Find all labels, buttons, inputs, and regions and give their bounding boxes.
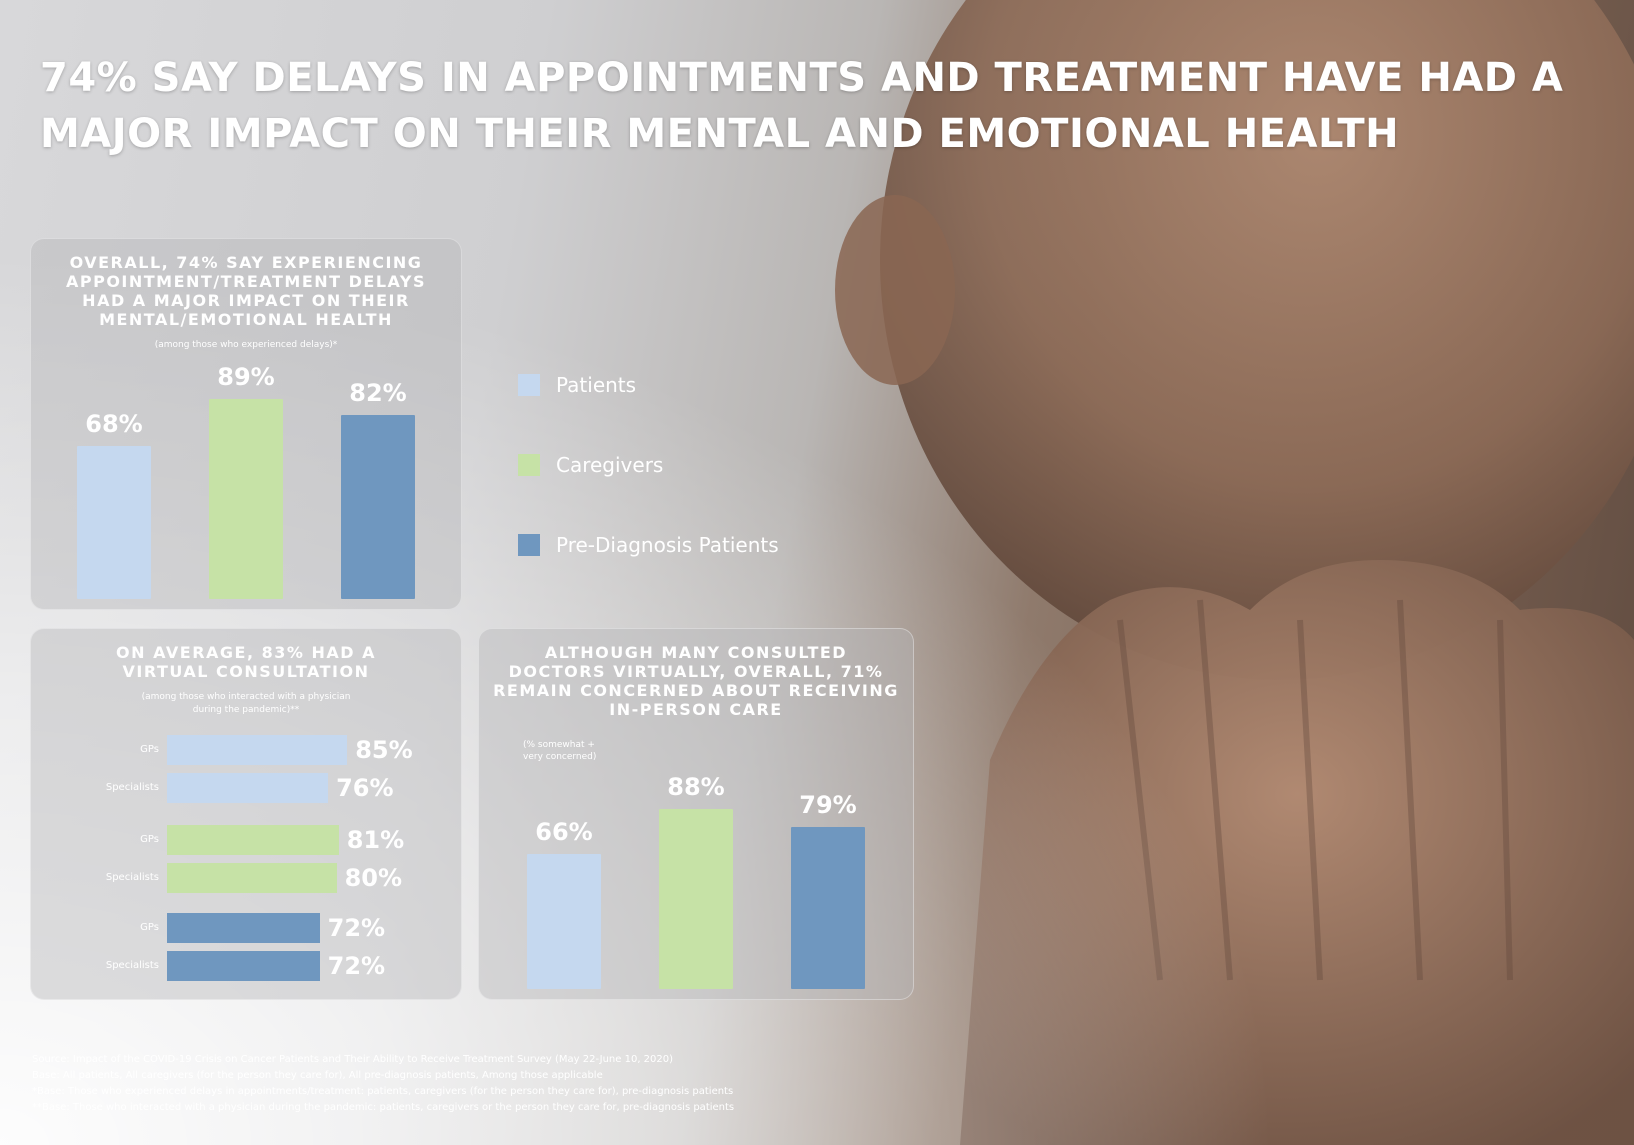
impact-bar-patients (77, 446, 151, 599)
virtual-panel-note-1: (among those who interacted with a physi… (141, 692, 351, 702)
concern-panel-title-4: IN-PERSON CARE (609, 700, 783, 719)
virtual-bar-area: GPs 85% Specialists 76% GPs 81% Specialists 80%… (31, 629, 463, 1001)
concern-bar-pre-diagnosis (791, 827, 865, 989)
virtual-panel: ON AVERAGE, 83% HAD A VIRTUAL CONSULTATI… (30, 628, 462, 1000)
concern-bar-label-pre-diagnosis: 79% (799, 791, 857, 820)
virtual-bar-label-patients-gps: 85% (355, 736, 413, 764)
legend-swatch-caregivers (518, 454, 540, 476)
impact-bar-label-pre-diagnosis: 82% (349, 378, 407, 407)
virtual-bar-pre-diagnosis-gps (167, 913, 320, 943)
ear-shape (835, 195, 955, 385)
legend-swatch-pre-diagnosis (518, 534, 540, 556)
concern-bar-label-patients: 66% (535, 817, 593, 846)
concern-panel-note-1: (% somewhat + (523, 740, 595, 750)
legend-swatch-patients (518, 374, 540, 396)
impact-bar-caregivers (209, 398, 283, 599)
concern-bar-patients (527, 853, 601, 989)
virtual-bar-label-pre-diagnosis-gps: 72% (327, 914, 386, 942)
impact-bar-area: 68% 89% 82% (31, 239, 463, 611)
legend-label-caregivers: Caregivers (556, 453, 664, 477)
concern-panel: ALTHOUGH MANY CONSULTED DOCTORS VIRTUALL… (478, 628, 914, 1000)
virtual-category-pre-diagnosis-gps: GPs (140, 922, 159, 933)
concern-bar-label-caregivers: 88% (667, 772, 725, 801)
footnote-base: Base: All patients, All caregivers (for … (32, 1070, 603, 1081)
legend-item-pre-diagnosis: Pre-Diagnosis Patients (518, 530, 779, 560)
virtual-panel-title-1: ON AVERAGE, 83% HAD A (116, 643, 376, 662)
concern-panel-title-2: DOCTORS VIRTUALLY, OVERALL, 71% (508, 662, 884, 681)
impact-panel-note: (among those who experienced delays)* (154, 340, 338, 350)
legend-label-pre-diagnosis: Pre-Diagnosis Patients (556, 533, 779, 557)
impact-panel-title-1: OVERALL, 74% SAY EXPERIENCING (69, 253, 423, 272)
virtual-bar-label-caregivers-gps: 81% (346, 826, 405, 854)
virtual-bar-label-caregivers-specialists: 80% (344, 864, 403, 892)
concern-panel-note-2: very concerned) (523, 752, 597, 762)
impact-bar-pre-diagnosis (341, 414, 415, 599)
virtual-bar-label-patients-specialists: 76% (336, 774, 394, 802)
footnotes: Source: Impact of the COVID-19 Crisis on… (32, 1052, 1132, 1116)
virtual-category-patients-gps: GPs (140, 744, 159, 755)
virtual-panel-note-2: during the pandemic)** (192, 705, 300, 715)
virtual-category-caregivers-gps: GPs (140, 834, 159, 845)
concern-panel-title-1: ALTHOUGH MANY CONSULTED (544, 643, 848, 662)
virtual-bar-caregivers-gps (167, 825, 339, 855)
impact-panel-title-2: APPOINTMENT/TREATMENT DELAYS (65, 272, 426, 291)
virtual-bar-pre-diagnosis-specialists (167, 951, 320, 981)
impact-panel-title-4: MENTAL/EMOTIONAL HEALTH (99, 310, 393, 329)
legend-label-patients: Patients (556, 373, 637, 397)
virtual-category-pre-diagnosis-specialists: Specialists (105, 960, 159, 971)
legend-item-patients: Patients (518, 370, 636, 400)
virtual-bar-caregivers-specialists (167, 863, 337, 893)
concern-panel-title-3: REMAIN CONCERNED ABOUT RECEIVING (493, 681, 899, 700)
virtual-bar-patients-gps (167, 735, 348, 765)
impact-bar-label-patients: 68% (85, 410, 143, 438)
virtual-bar-patients-specialists (167, 773, 329, 803)
virtual-category-patients-specialists: Specialists (105, 782, 159, 793)
virtual-bar-label-pre-diagnosis-specialists: 72% (327, 952, 386, 980)
impact-panel-title-3: HAD A MAJOR IMPACT ON THEIR (82, 291, 410, 310)
footnote-base-physician: **Base: Those who interacted with a phys… (32, 1102, 735, 1113)
footnote-base-delays: *Base: Those who experienced delays in a… (32, 1086, 734, 1097)
virtual-category-caregivers-specialists: Specialists (105, 872, 159, 883)
concern-bar-area: 66% 88% 79% (479, 629, 915, 1001)
footnote-source: Source: Impact of the COVID-19 Crisis on… (32, 1054, 674, 1065)
concern-bar-caregivers (659, 808, 733, 989)
legend-item-caregivers: Caregivers (518, 450, 663, 480)
impact-panel: OVERALL, 74% SAY EXPERIENCING APPOINTMEN… (30, 238, 462, 610)
page-title: 74% SAY DELAYS IN APPOINTMENTS AND TREAT… (40, 55, 1564, 157)
impact-bar-label-caregivers: 89% (217, 362, 275, 391)
virtual-panel-title-2: VIRTUAL CONSULTATION (122, 662, 370, 681)
